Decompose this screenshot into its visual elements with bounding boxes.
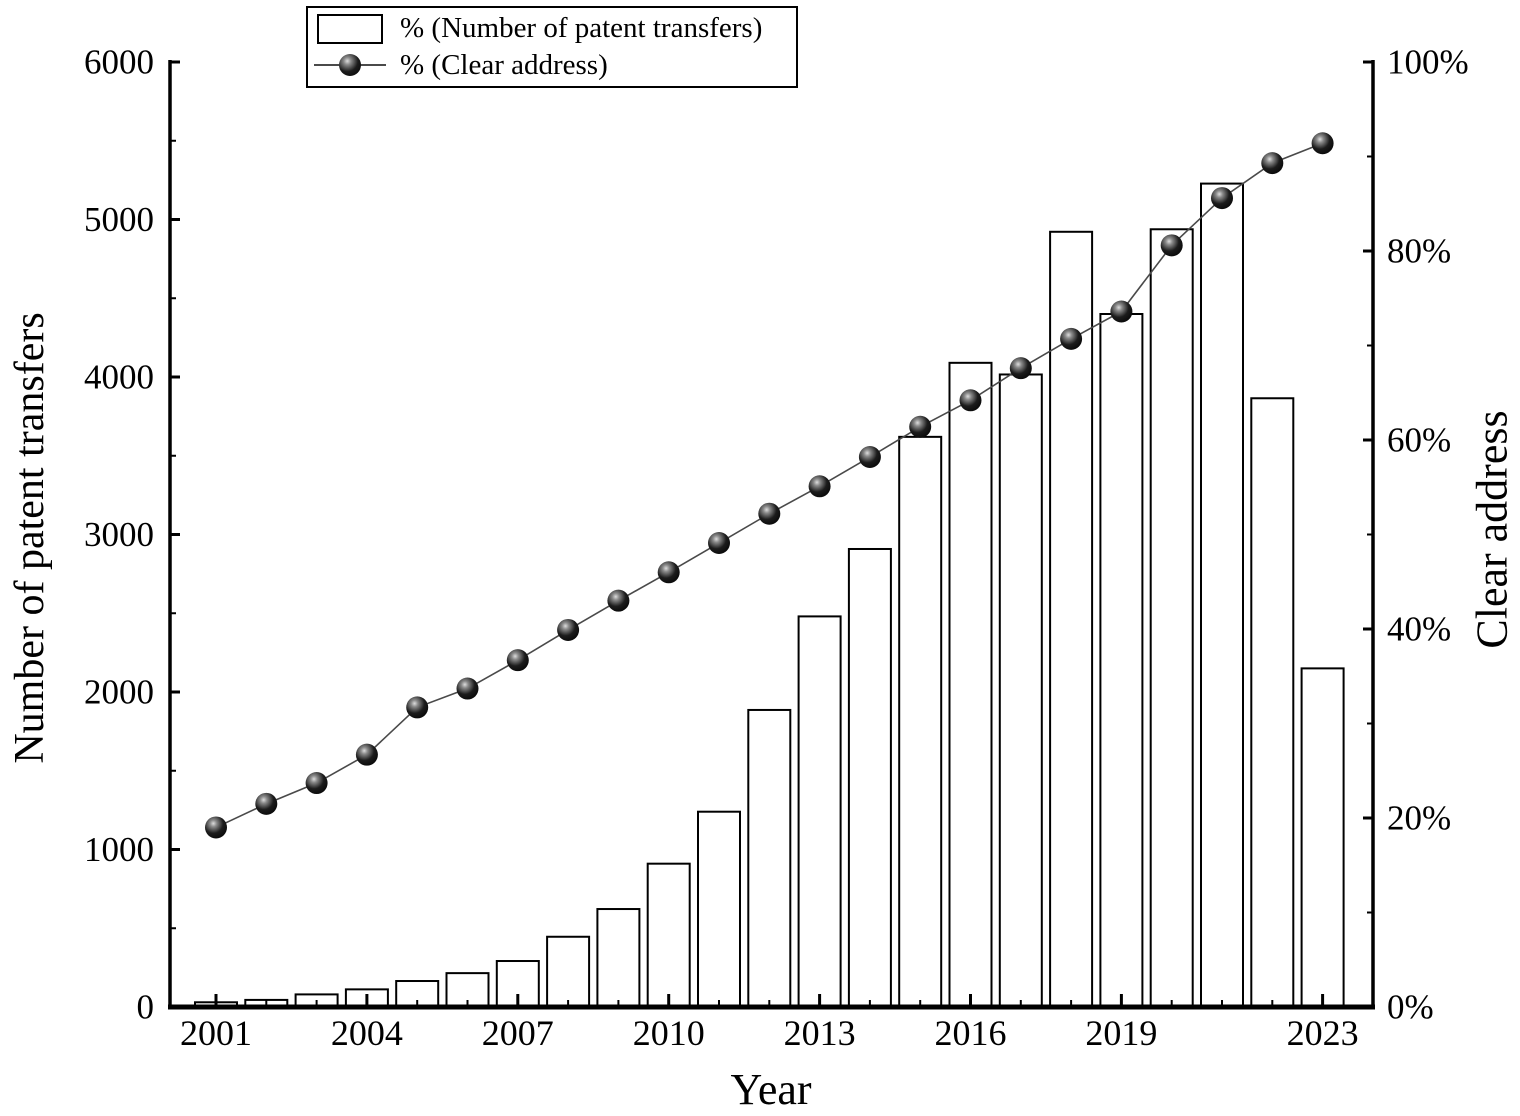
bar-2017 (998, 373, 1043, 1009)
right-tick-label: 0% (1387, 988, 1434, 1027)
marker-2002 (255, 792, 278, 815)
right-tick-label: 80% (1387, 232, 1451, 271)
bar-2019 (1099, 313, 1144, 1008)
left-tick-label: 1000 (84, 830, 154, 869)
marker-2008 (557, 618, 580, 641)
legend-item-bars: % (Number of patent transfers) (314, 11, 790, 47)
marker-2013 (808, 475, 831, 498)
marker-2012 (758, 502, 781, 525)
left-tick-label: 2000 (84, 673, 154, 712)
axes: 0 1000 2000 3000 4000 5000 6000 0% 20% 40% 60% 80% 1… (84, 43, 1469, 1054)
marker-2001 (205, 816, 227, 839)
marker-2017 (1009, 357, 1032, 380)
marker-2021 (1211, 187, 1233, 210)
x-tick-label-2019: 2019 (1085, 1013, 1157, 1053)
x-tick-label-2007: 2007 (482, 1013, 554, 1053)
legend-label-bars: % (Number of patent transfers) (400, 12, 763, 45)
legend-label-line: % (Clear address) (400, 48, 608, 81)
marker-2014 (858, 446, 881, 469)
marker-2019 (1110, 300, 1133, 323)
left-tick-label: 3000 (84, 515, 154, 554)
marker-2004 (355, 743, 378, 766)
x-tick-label-2013: 2013 (784, 1013, 856, 1053)
x-axis-title: Year (730, 1065, 812, 1114)
marker-2023 (1311, 132, 1334, 155)
marker-2011 (708, 532, 730, 555)
bar-2014 (847, 547, 892, 1008)
bar-2008 (546, 935, 591, 1009)
bar-2018 (1049, 230, 1094, 1009)
right-tick-label: 40% (1387, 610, 1451, 649)
x-tick-label-2010: 2010 (633, 1013, 705, 1053)
bar-2009 (596, 908, 641, 1008)
marker-2007 (506, 649, 529, 672)
left-tick-label: 5000 (84, 200, 154, 239)
bars-series (194, 182, 1345, 1009)
bar-2022 (1250, 397, 1295, 1008)
marker-2015 (909, 415, 932, 438)
marker-2005 (406, 696, 429, 719)
left-tick-label: 0 (137, 988, 155, 1027)
x-tick-label-2016: 2016 (935, 1013, 1007, 1053)
right-tick-label: 60% (1387, 421, 1451, 460)
right-tick-label: 20% (1387, 799, 1451, 838)
bar-2023 (1300, 667, 1345, 1008)
bar-2012 (747, 708, 792, 1009)
legend: % (Number of patent transfers) % (Clear … (306, 6, 798, 88)
marker-2016 (959, 389, 982, 412)
marker-2010 (657, 561, 680, 584)
marker-2003 (305, 772, 328, 795)
left-axis-title: Number of patent transfers (7, 312, 53, 764)
x-tick-label-2004: 2004 (331, 1013, 403, 1053)
left-tick-label: 4000 (84, 358, 154, 397)
left-tick-label: 6000 (84, 43, 154, 82)
bar-2011 (697, 810, 741, 1009)
marker-2020 (1160, 234, 1183, 257)
bar-2013 (797, 615, 842, 1009)
marker-2009 (607, 589, 630, 612)
x-tick-label-2001: 2001 (180, 1013, 252, 1053)
bar-2021 (1200, 182, 1244, 1008)
bar-2016 (948, 361, 993, 1008)
right-tick-label: 100% (1387, 43, 1469, 82)
bar-2010 (646, 862, 691, 1008)
marker-2022 (1261, 152, 1284, 175)
marker-2018 (1060, 327, 1083, 350)
right-axis-title: Clear address (1467, 410, 1517, 649)
marker-2006 (456, 677, 479, 700)
bar-swatch-icon (314, 13, 386, 44)
bar-2020 (1149, 228, 1194, 1008)
line-marker-icon (314, 54, 386, 77)
bar-2015 (898, 435, 943, 1009)
line-markers (205, 132, 1334, 839)
x-tick-label-2023: 2023 (1287, 1013, 1359, 1053)
legend-item-line: % (Clear address) (314, 47, 790, 83)
